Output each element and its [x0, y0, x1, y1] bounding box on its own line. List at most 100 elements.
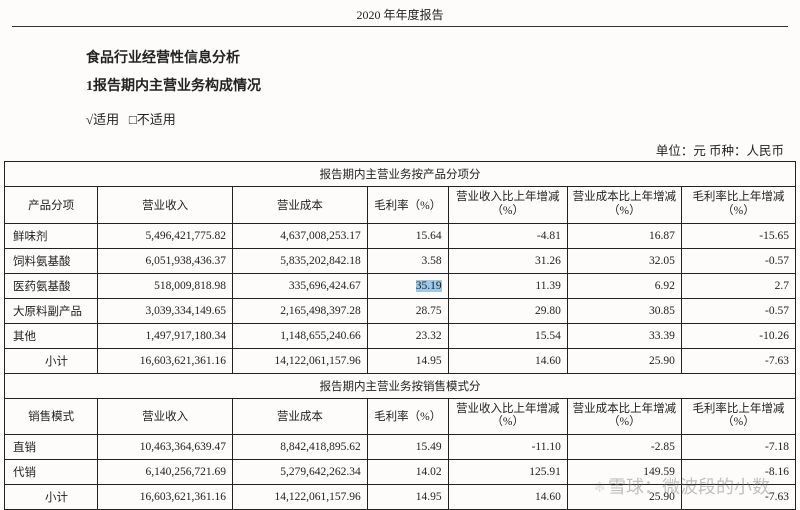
table-row: 饲料氨基酸6,051,938,436.375,835,202,842.183.5…: [5, 248, 796, 273]
cell: -8.16: [681, 460, 795, 485]
subtotal2-rev: 16,603,621,361.16: [98, 485, 233, 510]
cell: 大原料副产品: [5, 298, 98, 323]
cell: 1,148,655,240.66: [233, 323, 368, 348]
col-cost: 营业成本: [233, 187, 368, 224]
cell: 6,051,938,436.37: [98, 248, 233, 273]
cell: 2.7: [681, 273, 795, 298]
cell: 3.58: [367, 248, 448, 273]
cell: 28.75: [367, 298, 448, 323]
subtotal1-cost: 14,122,061,157.96: [233, 348, 368, 373]
section-titles: 食品行业经营性信息分析 1报告期内主营业务构成情况: [86, 47, 800, 95]
table-row: 直销10,463,364,639.478,842,418,895.6215.49…: [5, 435, 796, 460]
cell: 医药氨基酸: [5, 273, 98, 298]
subtotal1-rev: 16,603,621,361.16: [98, 348, 233, 373]
cell: 23.32: [367, 323, 448, 348]
cell: 14.02: [367, 460, 448, 485]
cell: 35.19: [367, 273, 448, 298]
cell: -2.85: [567, 435, 681, 460]
cell: 其他: [5, 323, 98, 348]
cell: 15.64: [367, 223, 448, 248]
cell: 149.59: [567, 460, 681, 485]
cell: 33.39: [567, 323, 681, 348]
col2-cost: 营业成本: [233, 398, 368, 435]
cell: 518,009,818.98: [98, 273, 233, 298]
cell: 29.80: [448, 298, 567, 323]
applicable-checked: √适用: [86, 112, 119, 127]
col2-dcost: 营业成本比上年增减（%）: [567, 398, 681, 435]
cell: 代销: [5, 460, 98, 485]
subtotal2-gm: 14.95: [367, 485, 448, 510]
cell: 31.26: [448, 248, 567, 273]
subtotal2-dcost: 25.90: [567, 485, 681, 510]
subtotal1-drev: 14.60: [448, 348, 567, 373]
page-header: 2020 年年度报告: [12, 0, 788, 27]
section2-header: 报告期内主营业务按销售模式分: [5, 373, 796, 398]
cell: -0.57: [681, 248, 795, 273]
table-row: 医药氨基酸518,009,818.98335,696,424.6735.1911…: [5, 273, 796, 298]
cell: 4,637,008,253.17: [233, 223, 368, 248]
col-dcost: 营业成本比上年增减（%）: [567, 187, 681, 224]
table-row: 大原料副产品3,039,334,149.652,165,498,397.2828…: [5, 298, 796, 323]
col2-dgm: 毛利率比上年增减（%）: [681, 398, 795, 435]
cell: -7.18: [681, 435, 795, 460]
table-row: 其他1,497,917,180.341,148,655,240.6623.321…: [5, 323, 796, 348]
cell: 饲料氨基酸: [5, 248, 98, 273]
subtotal1-label: 小计: [5, 348, 98, 373]
cell: 鲜味剂: [5, 223, 98, 248]
cell: 15.49: [367, 435, 448, 460]
unit-currency: 单位：元 币种：人民币: [0, 140, 784, 159]
col2-drev: 营业收入比上年增减（%）: [448, 398, 567, 435]
cell: 5,279,642,262.34: [233, 460, 368, 485]
col2-revenue: 营业收入: [98, 398, 233, 435]
col-revenue: 营业收入: [98, 187, 233, 224]
cell: 11.39: [448, 273, 567, 298]
subtotal2-drev: 14.60: [448, 485, 567, 510]
cell: -4.81: [448, 223, 567, 248]
cell: 直销: [5, 435, 98, 460]
cell: 125.91: [448, 460, 567, 485]
subtotal2-dgm: -7.63: [681, 485, 795, 510]
subtotal1-dgm: -7.63: [681, 348, 795, 373]
col2-gm: 毛利率（%）: [367, 398, 448, 435]
title-subsection: 1报告期内主营业务构成情况: [86, 75, 800, 95]
col-dgm: 毛利率比上年增减（%）: [681, 187, 795, 224]
section-header-row: 报告期内主营业务按产品分项分: [5, 162, 796, 187]
section1-header: 报告期内主营业务按产品分项分: [5, 162, 796, 187]
col-gm: 毛利率（%）: [367, 187, 448, 224]
cell: 16.87: [567, 223, 681, 248]
column-header-row-2: 销售模式 营业收入 营业成本 毛利率（%） 营业收入比上年增减（%） 营业成本比…: [5, 398, 796, 435]
cell: 6,140,256,721.69: [98, 460, 233, 485]
table-row: 鲜味剂5,496,421,775.824,637,008,253.1715.64…: [5, 223, 796, 248]
subtotal2-cost: 14,122,061,157.96: [233, 485, 368, 510]
cell: 6.92: [567, 273, 681, 298]
column-header-row-1: 产品分项 营业收入 营业成本 毛利率（%） 营业收入比上年增减（%） 营业成本比…: [5, 187, 796, 224]
cell: -10.26: [681, 323, 795, 348]
cell: 5,835,202,842.18: [233, 248, 368, 273]
cell: 5,496,421,775.82: [98, 223, 233, 248]
cell: -0.57: [681, 298, 795, 323]
col-product: 产品分项: [5, 187, 98, 224]
cell: 8,842,418,895.62: [233, 435, 368, 460]
col2-mode: 销售模式: [5, 398, 98, 435]
subtotal1-gm: 14.95: [367, 348, 448, 373]
applicable-line: √适用 □不适用: [86, 109, 800, 128]
cell: -11.10: [448, 435, 567, 460]
subtotal-row-1: 小计 16,603,621,361.16 14,122,061,157.96 1…: [5, 348, 796, 373]
subtotal1-dcost: 25.90: [567, 348, 681, 373]
subtotal-row-2: 小计 16,603,621,361.16 14,122,061,157.96 1…: [5, 485, 796, 510]
section-header-row-2: 报告期内主营业务按销售模式分: [5, 373, 796, 398]
applicable-unchecked: □不适用: [129, 112, 176, 127]
business-table: 报告期内主营业务按产品分项分 产品分项 营业收入 营业成本 毛利率（%） 营业收…: [4, 161, 796, 510]
cell: 15.54: [448, 323, 567, 348]
cell: -15.65: [681, 223, 795, 248]
col-drev: 营业收入比上年增减（%）: [448, 187, 567, 224]
cell: 32.05: [567, 248, 681, 273]
cell: 2,165,498,397.28: [233, 298, 368, 323]
cell: 3,039,334,149.65: [98, 298, 233, 323]
subtotal2-label: 小计: [5, 485, 98, 510]
cell: 30.85: [567, 298, 681, 323]
cell: 1,497,917,180.34: [98, 323, 233, 348]
cell: 335,696,424.67: [233, 273, 368, 298]
table-row: 代销6,140,256,721.695,279,642,262.3414.021…: [5, 460, 796, 485]
cell: 10,463,364,639.47: [98, 435, 233, 460]
